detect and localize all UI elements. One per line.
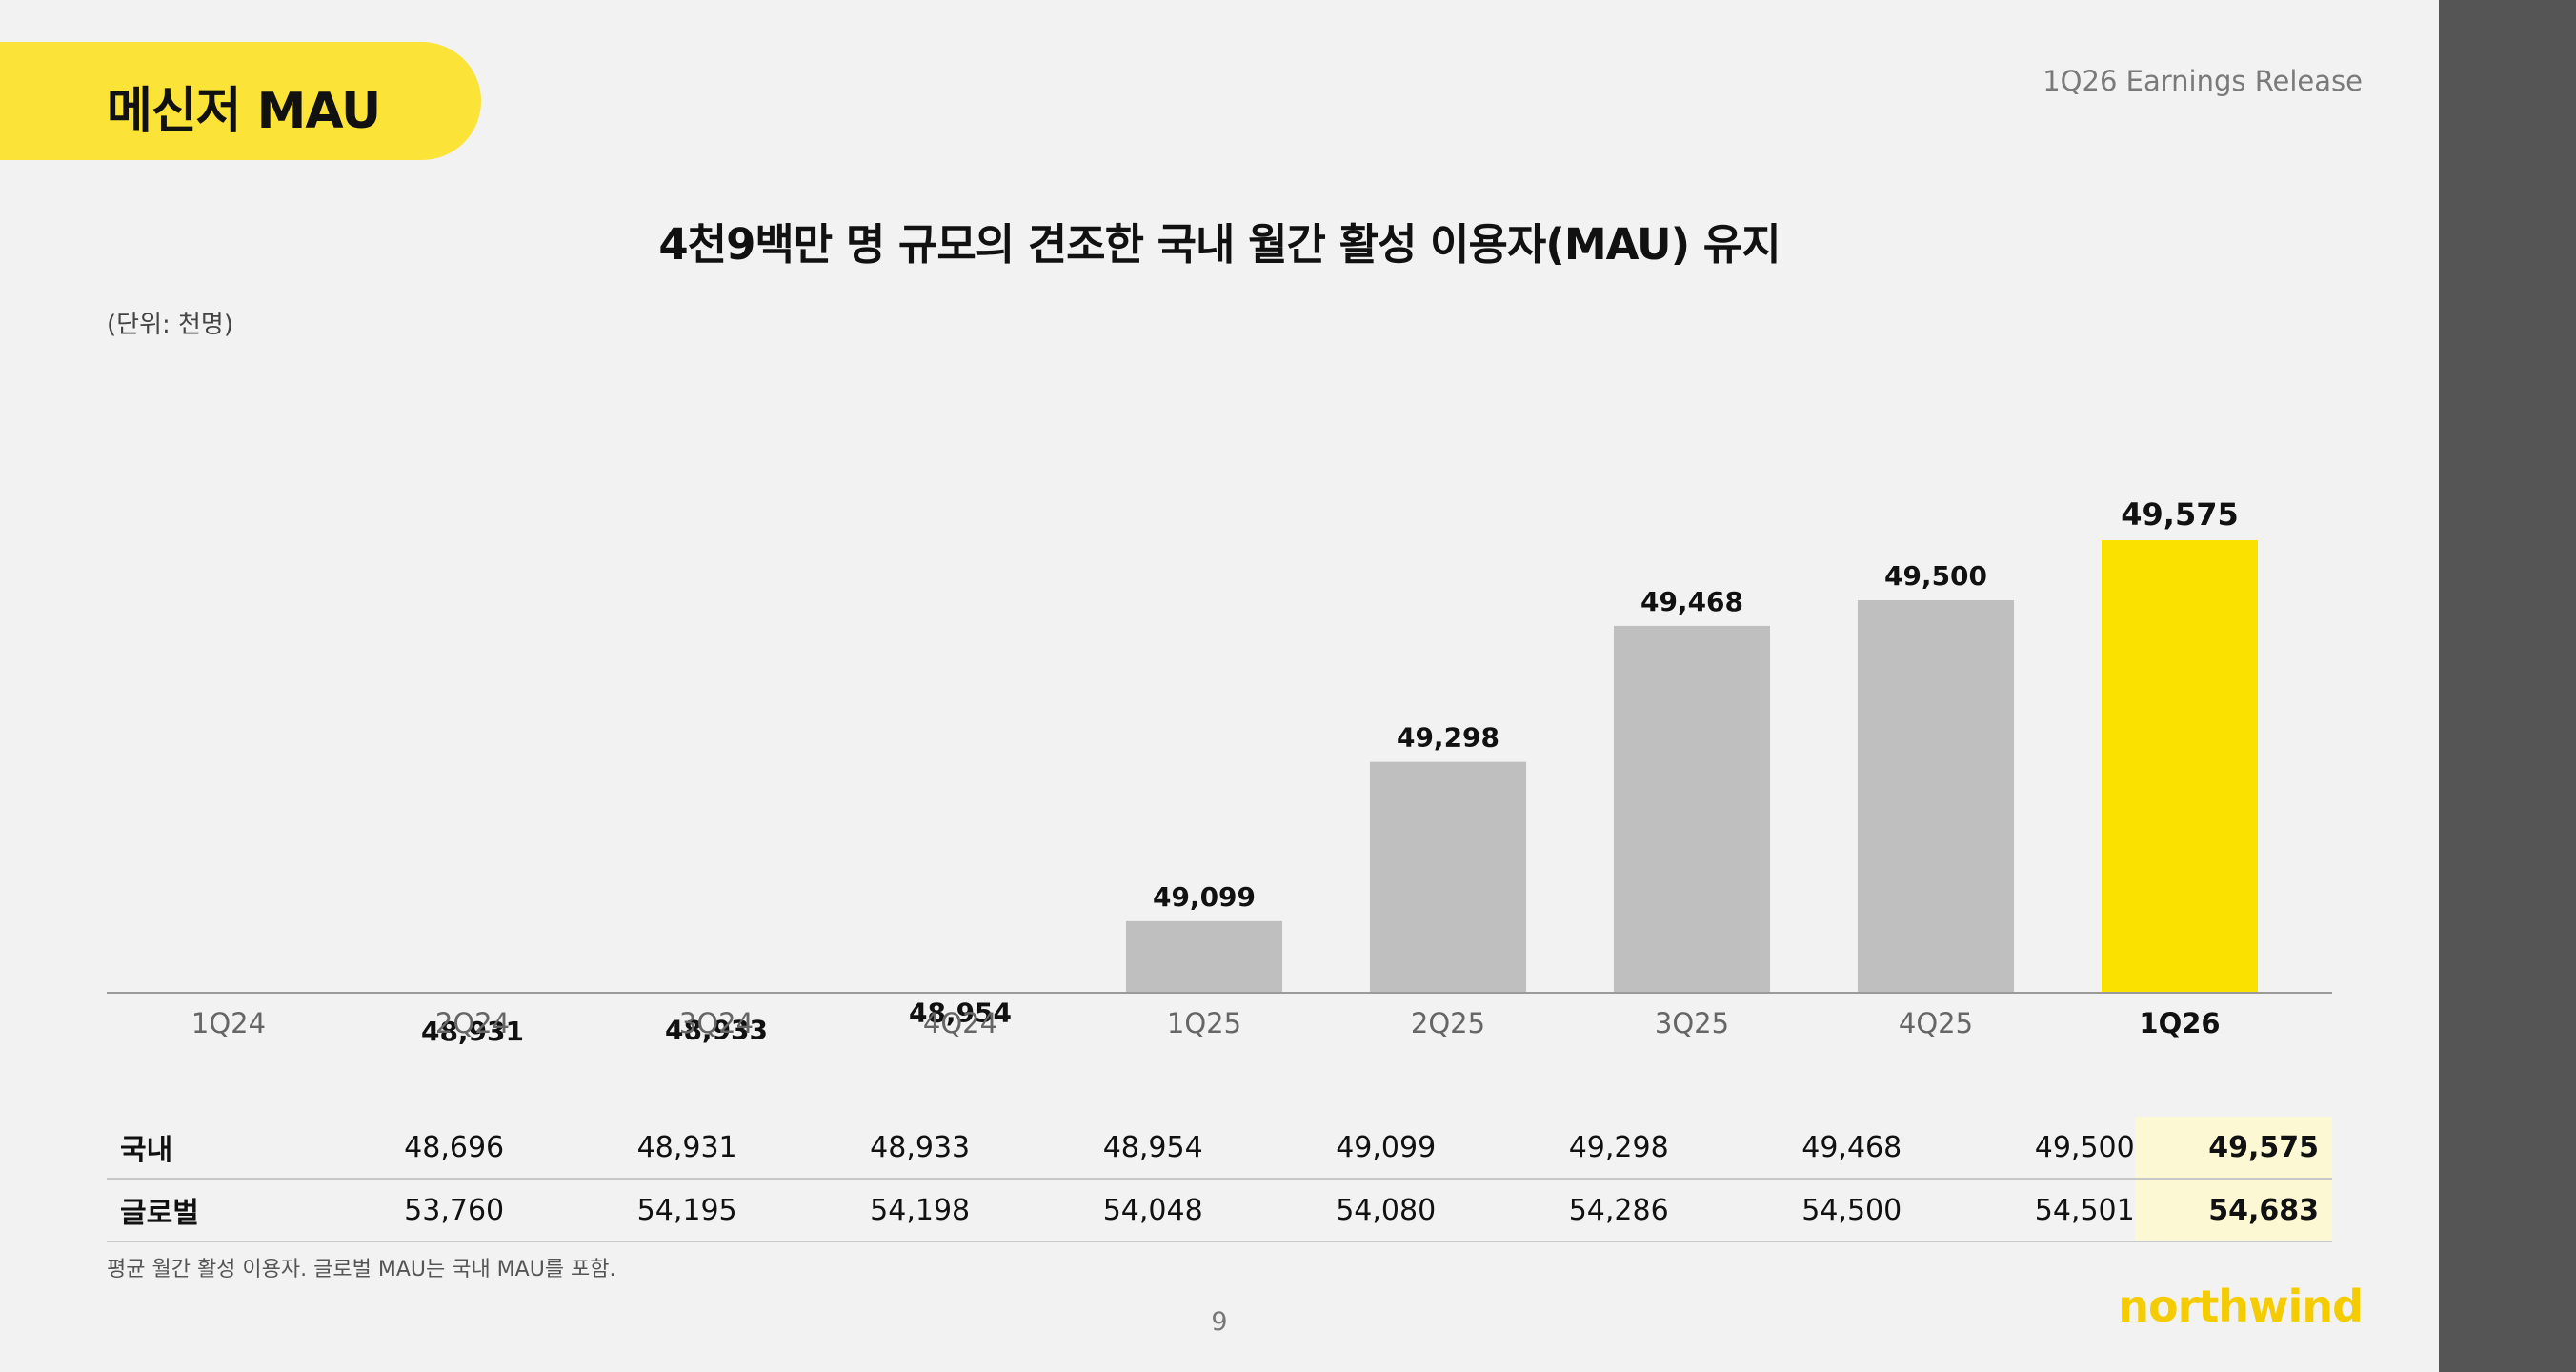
data-label: 49,099 <box>1153 881 1256 913</box>
table-cell-highlight: 54,683 <box>2134 1179 2332 1242</box>
footnote: 평균 월간 활성 이용자. 글로벌 MAU는 국내 MAU를 포함. <box>107 1258 616 1281</box>
bar-1Q25 <box>1126 920 1282 993</box>
x-tick-label: 1Q26 <box>2139 1007 2220 1039</box>
table-cell: 54,198 <box>736 1179 971 1242</box>
x-tick-label: 2Q25 <box>1411 1007 1485 1039</box>
x-tick-label: 1Q24 <box>191 1007 266 1039</box>
table-cell: 49,500 <box>1902 1117 2135 1180</box>
x-tick-label: 1Q25 <box>1167 1007 1241 1039</box>
data-label: 48,933 <box>665 1014 768 1045</box>
table-cell: 53,760 <box>271 1179 505 1242</box>
release-label: 1Q26 Earnings Release <box>2043 65 2363 97</box>
table-cell: 54,501 <box>1902 1179 2135 1242</box>
x-tick-label: 4Q24 <box>923 1007 997 1039</box>
side-strip <box>2439 0 2576 1372</box>
x-tick-label: 3Q24 <box>679 1007 754 1039</box>
data-label: 48,954 <box>909 998 1012 1029</box>
bar-4Q25 <box>1858 600 2014 993</box>
data-label: 49,575 <box>2121 496 2238 533</box>
table-cell: 48,696 <box>271 1117 505 1180</box>
table-cell: 48,954 <box>970 1117 1203 1180</box>
table-cell: 48,933 <box>736 1117 971 1180</box>
x-tick-label: 3Q25 <box>1655 1007 1729 1039</box>
table-cell: 49,099 <box>1202 1117 1437 1180</box>
data-label: 49,468 <box>1640 586 1743 617</box>
row-label: 국내 <box>107 1117 272 1180</box>
bar-1Q26 <box>2102 540 2258 993</box>
unit-label: (단위: 천명) <box>107 311 233 339</box>
bar-2Q25 <box>1370 761 1526 993</box>
table-cell: 54,286 <box>1436 1179 1669 1242</box>
bar-3Q25 <box>1614 625 1770 993</box>
section-title: 메신저 MAU <box>107 83 381 140</box>
table-cell: 54,500 <box>1668 1179 1902 1242</box>
table-cell: 54,080 <box>1202 1179 1437 1242</box>
table-cell-highlight: 49,575 <box>2134 1117 2332 1180</box>
table-row-global: 글로벌 53,760 54,195 54,198 54,048 54,080 5… <box>107 1179 2332 1242</box>
table-cell: 48,931 <box>504 1117 737 1180</box>
mau-table: 국내 48,696 48,931 48,933 48,954 49,099 49… <box>107 1117 2332 1242</box>
mau-bar-chart: 48,6961Q2448,9312Q2448,9333Q2448,9544Q24… <box>107 496 2332 1047</box>
data-label: 49,298 <box>1397 722 1499 754</box>
table-cell: 54,195 <box>504 1179 737 1242</box>
data-label: 48,931 <box>421 1016 524 1047</box>
x-tick-label: 4Q25 <box>1899 1007 1973 1039</box>
page-number: 9 <box>1211 1307 1228 1337</box>
x-tick-label: 2Q24 <box>435 1007 510 1039</box>
table-row-domestic: 국내 48,696 48,931 48,933 48,954 49,099 49… <box>107 1117 2332 1180</box>
section-title-pill: 메신저 MAU <box>0 42 481 160</box>
data-label: 49,500 <box>1884 560 1987 592</box>
slide-headline: 4천9백만 명 규모의 견조한 국내 월간 활성 이용자(MAU) 유지 <box>658 219 1781 270</box>
row-label: 글로벌 <box>107 1179 272 1242</box>
table-cell: 49,468 <box>1668 1117 1902 1180</box>
table-cell: 49,298 <box>1436 1117 1669 1180</box>
company-logo: northwind <box>2118 1281 2364 1332</box>
table-cell: 54,048 <box>970 1179 1203 1242</box>
